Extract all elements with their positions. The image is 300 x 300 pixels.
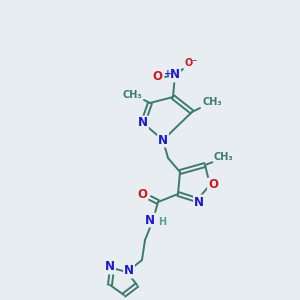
Text: CH₃: CH₃ — [202, 97, 222, 107]
Text: N: N — [158, 134, 168, 146]
Text: N: N — [124, 265, 134, 278]
Text: O: O — [137, 188, 147, 200]
Text: O: O — [152, 70, 162, 83]
Text: O⁻: O⁻ — [184, 58, 198, 68]
Text: N: N — [170, 68, 180, 82]
Text: CH₃: CH₃ — [213, 152, 233, 162]
Text: O: O — [208, 178, 218, 191]
Text: H: H — [158, 217, 166, 227]
Text: N: N — [194, 196, 204, 208]
Text: +: + — [164, 68, 172, 77]
Text: N: N — [138, 116, 148, 130]
Text: N: N — [105, 260, 115, 274]
Text: N: N — [145, 214, 155, 226]
Text: CH₃: CH₃ — [122, 90, 142, 100]
